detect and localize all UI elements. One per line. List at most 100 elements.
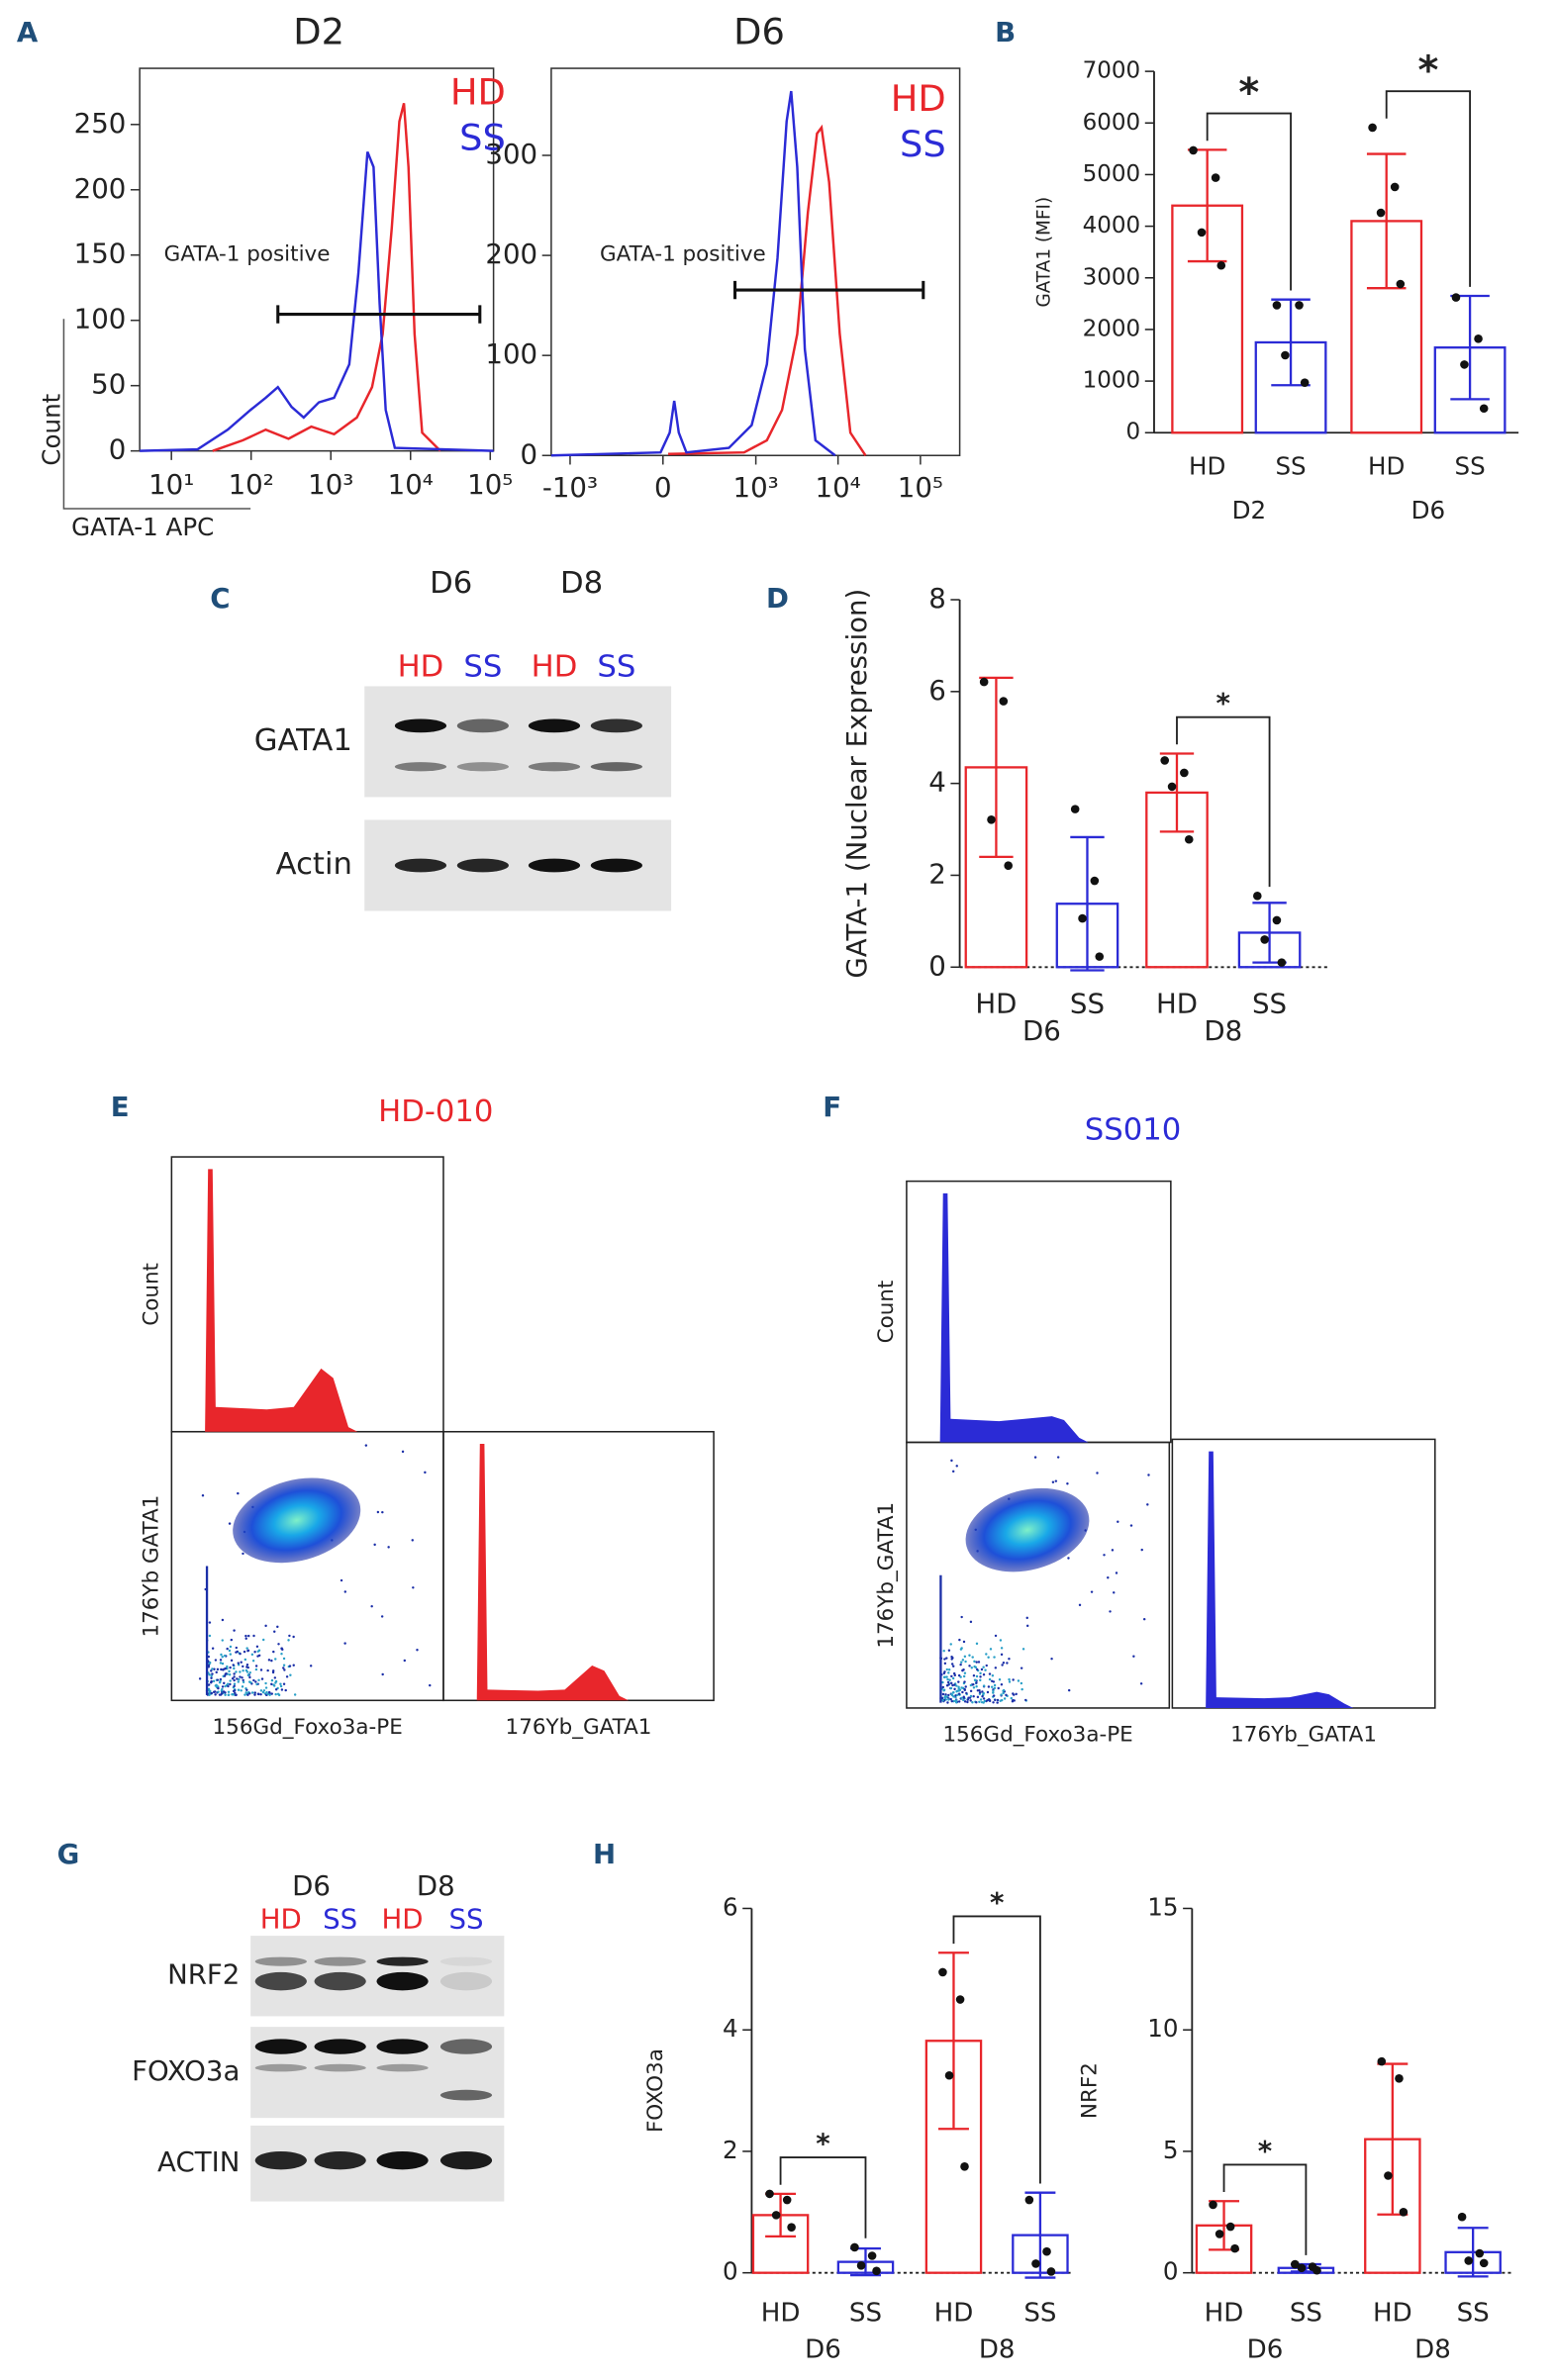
scatter-dot: [216, 1685, 220, 1688]
scatter-dot: [270, 1659, 273, 1663]
scatter-dot: [1003, 1697, 1007, 1700]
y-tick-label: 100: [485, 337, 537, 370]
significance-label: *: [990, 1886, 1004, 1919]
scatter-dot: [376, 1510, 380, 1514]
scatter-dot: [283, 1668, 286, 1671]
scatter-dot: [1021, 1648, 1025, 1651]
y-axis-label: Count: [139, 1263, 163, 1326]
data-point: [1295, 301, 1304, 310]
scatter-dot: [981, 1694, 984, 1698]
blot-lane-label: SS: [448, 1903, 483, 1936]
scatter-dot: [963, 1655, 967, 1659]
scatter-dot: [987, 1656, 990, 1659]
data-point: [1479, 2258, 1489, 2268]
scatter-dot: [201, 1494, 205, 1497]
scatter-dot: [955, 1684, 958, 1687]
y-tick-label: 3000: [1083, 264, 1141, 290]
scatter-dot: [948, 1678, 951, 1681]
scatter-dot: [954, 1695, 957, 1699]
scatter-dot: [211, 1667, 214, 1670]
scatter-dot: [253, 1651, 256, 1654]
scatter-dot: [232, 1664, 235, 1666]
scatter-dot: [966, 1698, 970, 1701]
scatter-dot: [242, 1665, 244, 1668]
scatter-dot: [235, 1646, 239, 1650]
blot-band: [314, 2150, 366, 2170]
scatter-dot: [213, 1690, 217, 1693]
scatter-dot: [1012, 1693, 1016, 1696]
scatter-dot: [233, 1682, 237, 1686]
y-tick-label: 2: [723, 2136, 738, 2164]
data-point: [979, 677, 989, 687]
scatter-dot: [944, 1693, 947, 1696]
scatter-dot: [244, 1634, 247, 1638]
scatter-dot: [220, 1689, 224, 1692]
scatter-dot: [976, 1695, 980, 1699]
blot-lane-label: HD: [260, 1903, 302, 1936]
scatter-dot: [292, 1635, 295, 1639]
scatter-dot: [211, 1672, 214, 1675]
scatter-dot: [210, 1674, 213, 1677]
scatter-dot: [1000, 1647, 1004, 1650]
scatter-dot: [963, 1671, 967, 1675]
blot-band: [394, 718, 447, 733]
scatter-dot: [949, 1697, 952, 1701]
scatter-dot: [284, 1688, 287, 1692]
blot-band: [376, 1956, 429, 1966]
scatter-dot: [236, 1677, 239, 1680]
scatter-dot: [960, 1615, 963, 1619]
blot-band: [439, 1956, 493, 1966]
error-bar: [1159, 752, 1195, 833]
scatter-dot: [387, 1546, 390, 1549]
scatter-dot: [412, 1586, 415, 1589]
scatter-dot: [945, 1657, 948, 1660]
scatter-dot: [986, 1690, 990, 1694]
blot-row-label: GATA1: [254, 723, 352, 758]
data-point: [1475, 2248, 1485, 2258]
group-label: D2: [1232, 496, 1267, 524]
y-tick-label: 4: [928, 766, 946, 799]
scatter-dot: [224, 1693, 227, 1696]
scatter-dot: [403, 1659, 407, 1663]
scatter-dot: [229, 1682, 232, 1686]
data-point: [1474, 334, 1483, 343]
scatter-dot: [210, 1676, 213, 1679]
y-axis-label: Count: [874, 1281, 899, 1344]
scatter-dot: [274, 1692, 277, 1696]
scatter-dot: [381, 1510, 384, 1514]
scatter-dot: [984, 1668, 987, 1671]
scatter-dot: [962, 1640, 966, 1644]
scatter-dot: [981, 1690, 984, 1693]
scatter-dot: [273, 1630, 276, 1633]
significance-bracket: [952, 1915, 1041, 2184]
scatter-dot: [1111, 1549, 1115, 1552]
data-point: [1376, 208, 1386, 218]
blot-band: [456, 718, 509, 733]
scatter-dot: [1000, 1653, 1004, 1657]
scatter-dot: [381, 1672, 384, 1676]
scatter-dot: [215, 1683, 218, 1687]
scatter-dot: [267, 1659, 271, 1662]
y-axis-label: 176Yb GATA1: [139, 1495, 163, 1638]
scatter-dot: [285, 1675, 289, 1678]
scatter-dot: [1000, 1683, 1004, 1686]
scatter-dot: [274, 1688, 278, 1691]
scatter-dot: [947, 1698, 950, 1701]
scatter-dot: [218, 1680, 222, 1684]
scatter-dot: [1008, 1658, 1011, 1661]
x-tick-label: SS: [1290, 2299, 1322, 2329]
scatter-dot: [208, 1673, 211, 1676]
data-point: [771, 2211, 781, 2220]
scatter-dot: [222, 1690, 226, 1693]
scatter-dot: [228, 1673, 232, 1676]
plot-frame: [139, 67, 495, 452]
data-point: [1160, 756, 1170, 765]
blot-lane-label: HD: [382, 1903, 424, 1936]
scatter-dot: [259, 1692, 262, 1696]
scatter-dot: [1012, 1698, 1015, 1702]
data-point: [1460, 360, 1469, 369]
scatter-dot: [945, 1675, 948, 1678]
scatter-dot: [978, 1700, 981, 1704]
scatter-dot: [228, 1649, 232, 1653]
scatter-dot: [281, 1648, 284, 1652]
